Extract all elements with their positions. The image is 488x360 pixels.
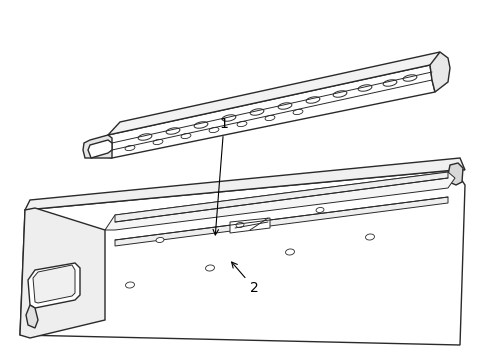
Ellipse shape [138,134,152,140]
Ellipse shape [249,109,264,115]
Polygon shape [90,65,434,158]
Polygon shape [447,163,462,185]
Polygon shape [115,197,447,246]
Ellipse shape [194,122,207,128]
Ellipse shape [237,121,246,127]
Ellipse shape [156,238,163,243]
Polygon shape [28,263,80,308]
Polygon shape [429,52,449,92]
Polygon shape [20,170,464,345]
Ellipse shape [181,133,190,139]
Polygon shape [88,140,112,158]
Ellipse shape [382,80,396,86]
Polygon shape [20,208,105,338]
Polygon shape [229,218,269,233]
Polygon shape [33,265,75,303]
Ellipse shape [357,85,371,91]
Text: 2: 2 [231,262,258,295]
Ellipse shape [153,139,163,145]
Ellipse shape [305,97,319,103]
Ellipse shape [292,109,302,114]
Ellipse shape [332,91,346,97]
Ellipse shape [222,115,235,121]
Polygon shape [115,172,447,222]
Ellipse shape [264,115,274,121]
Text: 1: 1 [213,117,228,235]
Ellipse shape [285,249,294,255]
Ellipse shape [209,127,219,132]
Ellipse shape [402,75,416,81]
Ellipse shape [315,207,324,212]
Ellipse shape [125,145,135,150]
Polygon shape [108,52,439,135]
Ellipse shape [278,103,291,109]
Ellipse shape [205,265,214,271]
Ellipse shape [236,222,244,228]
Ellipse shape [125,282,134,288]
Ellipse shape [365,234,374,240]
Polygon shape [83,135,112,158]
Polygon shape [26,305,38,328]
Polygon shape [105,172,454,230]
Polygon shape [25,158,464,210]
Ellipse shape [166,128,180,134]
